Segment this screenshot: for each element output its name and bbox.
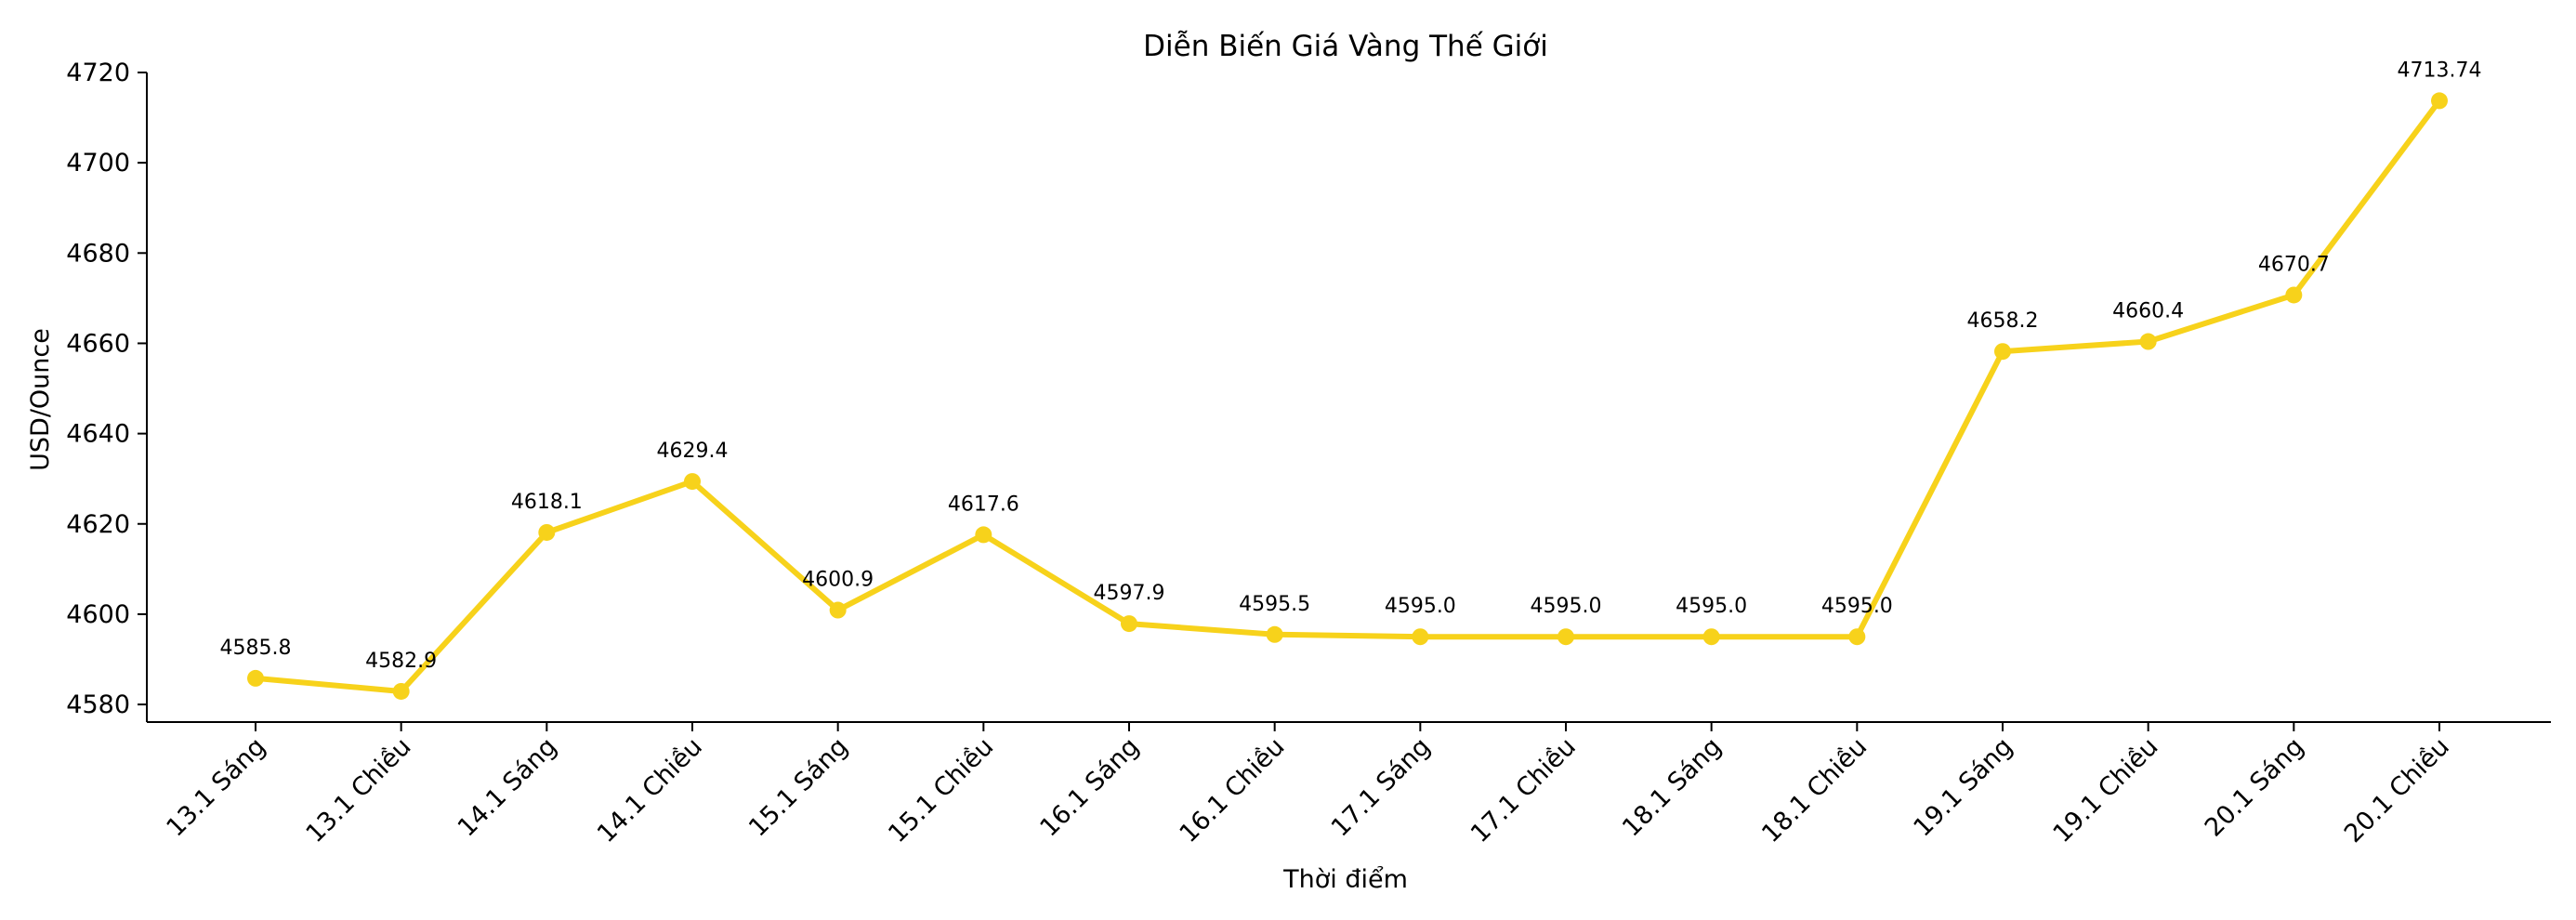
x-tick-label: 15.1 Chiều — [883, 732, 999, 848]
y-tick-label: 4600 — [66, 600, 130, 629]
x-tick-label: 17.1 Chiều — [1465, 732, 1582, 848]
data-point — [1412, 628, 1429, 646]
x-tick-label: 16.1 Chiều — [1175, 732, 1291, 848]
x-tick-label: 19.1 Chiều — [2048, 732, 2164, 848]
x-tick-label: 18.1 Chiều — [1756, 732, 1873, 848]
data-point — [1702, 628, 1720, 646]
y-tick-label: 4620 — [66, 510, 130, 539]
data-label: 4595.0 — [1385, 595, 1456, 618]
data-label: 4595.0 — [1531, 595, 1602, 618]
data-point — [2139, 333, 2157, 350]
x-tick-label: 16.1 Sáng — [1034, 732, 1145, 843]
y-tick-label: 4680 — [66, 239, 130, 268]
x-tick-label: 20.1 Sáng — [2200, 732, 2310, 843]
data-label: 4595.0 — [1676, 595, 1747, 618]
x-tick-label: 14.1 Sáng — [453, 732, 563, 843]
x-tick-label: 17.1 Sáng — [1326, 732, 1437, 843]
y-tick-label: 4660 — [66, 329, 130, 358]
data-point — [247, 669, 264, 687]
data-point — [1121, 615, 1137, 633]
data-point — [392, 682, 410, 700]
data-label: 4660.4 — [2112, 300, 2184, 323]
x-tick-label: 20.1 Chiều — [2339, 732, 2455, 848]
data-point — [1994, 343, 2011, 361]
data-label: 4617.6 — [948, 493, 1019, 516]
y-tick-label: 4720 — [66, 59, 130, 87]
data-label: 4618.1 — [511, 491, 583, 514]
x-tick-label: 13.1 Sáng — [161, 732, 271, 843]
data-label: 4582.9 — [365, 650, 437, 673]
data-label: 4600.9 — [802, 569, 874, 592]
y-axis-label: USD/Ounce — [26, 328, 55, 471]
data-point — [829, 601, 847, 619]
data-point — [1266, 625, 1283, 643]
y-tick-label: 4580 — [66, 690, 130, 719]
data-label: 4670.7 — [2258, 253, 2330, 276]
data-label: 4595.0 — [1821, 595, 1893, 618]
data-labels: 4585.8 4582.9 4618.1 4629.4 4600.9 4617.6 4597… — [220, 59, 2482, 673]
data-point — [975, 526, 992, 544]
x-tick-label: 18.1 Sáng — [1617, 732, 1728, 843]
data-point — [1557, 628, 1574, 646]
data-point — [684, 473, 701, 491]
data-point — [538, 523, 556, 541]
x-tick-label: 15.1 Sáng — [743, 732, 854, 843]
data-label: 4595.5 — [1239, 593, 1310, 616]
y-axis-ticks: 4580 4600 4620 4640 4660 4680 4700 4720 — [66, 59, 147, 719]
data-point — [2431, 92, 2448, 110]
y-tick-label: 4700 — [66, 149, 130, 177]
data-label: 4597.9 — [1094, 582, 1165, 605]
series-line — [253, 98, 2442, 694]
data-label: 4713.74 — [2398, 59, 2482, 82]
data-point — [1848, 628, 1866, 646]
x-tick-label: 13.1 Chiều — [301, 732, 417, 848]
x-axis-label: Thời điểm — [1282, 865, 1408, 894]
x-tick-label: 19.1 Sáng — [1908, 732, 2018, 843]
x-tick-label: 14.1 Chiều — [592, 732, 708, 848]
data-label: 4585.8 — [220, 637, 292, 660]
y-tick-label: 4640 — [66, 420, 130, 449]
data-label: 4658.2 — [1967, 309, 2039, 333]
data-points — [247, 92, 2448, 700]
data-point — [2285, 286, 2303, 304]
chart-title: Diễn Biến Giá Vàng Thế Giới — [1143, 30, 1548, 63]
data-label: 4629.4 — [657, 440, 729, 463]
x-axis-ticks: 13.1 Sáng 13.1 Chiều 14.1 Sáng 14.1 Chiều 15… — [161, 722, 2455, 848]
